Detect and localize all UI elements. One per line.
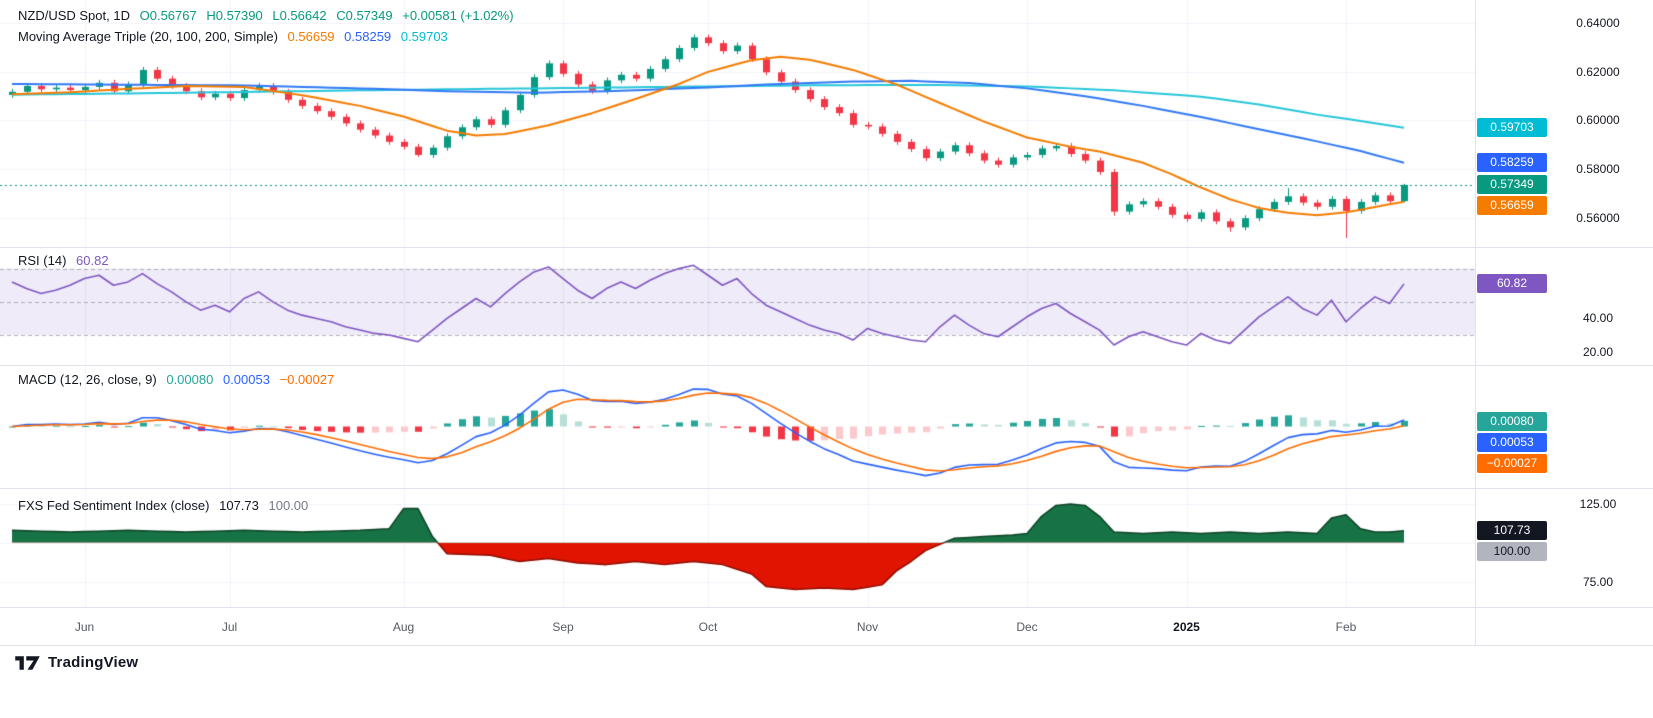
pane-separator-rsi[interactable] bbox=[0, 247, 1653, 248]
macd-legend[interactable]: MACD (12, 26, close, 9) 0.00080 0.00053 … bbox=[18, 372, 340, 387]
senti-tick-0: 125.00 bbox=[1579, 496, 1617, 511]
time-label-5: Nov bbox=[856, 620, 879, 634]
price-badge-3: 0.56659 bbox=[1477, 196, 1547, 216]
ohlc-low: L0.56642 bbox=[272, 8, 327, 23]
macd-signal-value: −0.00027 bbox=[279, 372, 335, 387]
rsi-tick-0: 40.00 bbox=[1582, 311, 1614, 326]
ohlc-high: H0.57390 bbox=[206, 8, 263, 23]
time-axis-border bbox=[0, 607, 1653, 608]
time-axis[interactable]: Jun Jul Aug Sep Oct Nov Dec 2025 Feb bbox=[0, 607, 1653, 645]
brand-text: TradingView bbox=[48, 654, 139, 671]
time-label-1: Jul bbox=[221, 620, 238, 634]
price-tick-2: 0.60000 bbox=[1576, 113, 1620, 128]
macd-legend-label: MACD (12, 26, close, 9) bbox=[18, 372, 157, 387]
macd-badge-0: 0.00080 bbox=[1477, 412, 1547, 432]
sentiment-legend[interactable]: FXS Fed Sentiment Index (close) 107.73 1… bbox=[18, 498, 314, 513]
price-tick-0: 0.64000 bbox=[1576, 16, 1620, 31]
time-label-7: 2025 bbox=[1173, 620, 1200, 634]
macd-badge-2: −0.00027 bbox=[1477, 454, 1547, 474]
macd-badge-1: 0.00053 bbox=[1477, 433, 1547, 453]
rsi-legend-label: RSI (14) bbox=[18, 253, 67, 268]
price-badge-0: 0.59703 bbox=[1477, 118, 1547, 138]
ma100-value: 0.58259 bbox=[344, 29, 392, 44]
symbol-legend[interactable]: NZD/USD Spot, 1D O0.56767 H0.57390 L0.56… bbox=[18, 8, 520, 23]
price-pane-canvas[interactable] bbox=[0, 0, 1475, 247]
price-tick-3: 0.58000 bbox=[1576, 162, 1620, 177]
ma-legend-label: Moving Average Triple (20, 100, 200, Sim… bbox=[18, 29, 278, 44]
senti-badge-1: 100.00 bbox=[1477, 542, 1547, 562]
footer: TradingView bbox=[0, 646, 1653, 718]
senti-badge-0: 107.73 bbox=[1477, 521, 1547, 541]
time-label-6: Dec bbox=[1016, 620, 1038, 634]
rsi-legend[interactable]: RSI (14) 60.82 bbox=[18, 253, 115, 268]
sentiment-legend-label: FXS Fed Sentiment Index (close) bbox=[18, 498, 210, 513]
price-badge-2: 0.57349 bbox=[1477, 175, 1547, 195]
sentiment-pane-canvas[interactable] bbox=[0, 488, 1475, 607]
senti-tick-1: 75.00 bbox=[1582, 574, 1614, 589]
macd-pane-canvas[interactable] bbox=[0, 365, 1475, 488]
ma-legend[interactable]: Moving Average Triple (20, 100, 200, Sim… bbox=[18, 29, 454, 44]
rsi-badge-0: 60.82 bbox=[1477, 274, 1547, 294]
sentiment-base-value: 100.00 bbox=[268, 498, 309, 513]
time-label-2: Aug bbox=[392, 620, 415, 634]
rsi-tick-1: 20.00 bbox=[1582, 344, 1614, 359]
price-change: +0.00581 (+1.02%) bbox=[402, 8, 514, 23]
pane-separator-sentiment[interactable] bbox=[0, 488, 1653, 489]
ma200-value: 0.59703 bbox=[400, 29, 448, 44]
pane-separator-macd[interactable] bbox=[0, 365, 1653, 366]
price-tick-1: 0.62000 bbox=[1576, 64, 1620, 79]
ma20-value: 0.56659 bbox=[287, 29, 335, 44]
macd-hist-value: 0.00080 bbox=[166, 372, 214, 387]
ohlc-close: C0.57349 bbox=[336, 8, 393, 23]
time-label-4: Oct bbox=[698, 620, 718, 634]
right-price-scale[interactable]: 0.64000 0.62000 0.60000 0.58000 0.56000 … bbox=[1476, 0, 1653, 645]
price-scale-border bbox=[1475, 0, 1476, 645]
time-label-8: Feb bbox=[1335, 620, 1357, 634]
time-label-3: Sep bbox=[552, 620, 574, 634]
chart-bottom-border bbox=[0, 645, 1653, 646]
rsi-value: 60.82 bbox=[76, 253, 109, 268]
symbol-title: NZD/USD Spot, 1D bbox=[18, 8, 130, 23]
price-badge-1: 0.58259 bbox=[1477, 153, 1547, 173]
time-label-0: Jun bbox=[74, 620, 95, 634]
macd-line-value: 0.00053 bbox=[222, 372, 270, 387]
sentiment-value: 107.73 bbox=[219, 498, 259, 513]
tradingview-link[interactable]: TradingView bbox=[14, 654, 138, 671]
price-tick-4: 0.56000 bbox=[1576, 210, 1620, 225]
tradingview-logo-icon bbox=[15, 655, 40, 670]
rsi-pane-canvas[interactable] bbox=[0, 247, 1475, 365]
ohlc-open: O0.56767 bbox=[139, 8, 197, 23]
